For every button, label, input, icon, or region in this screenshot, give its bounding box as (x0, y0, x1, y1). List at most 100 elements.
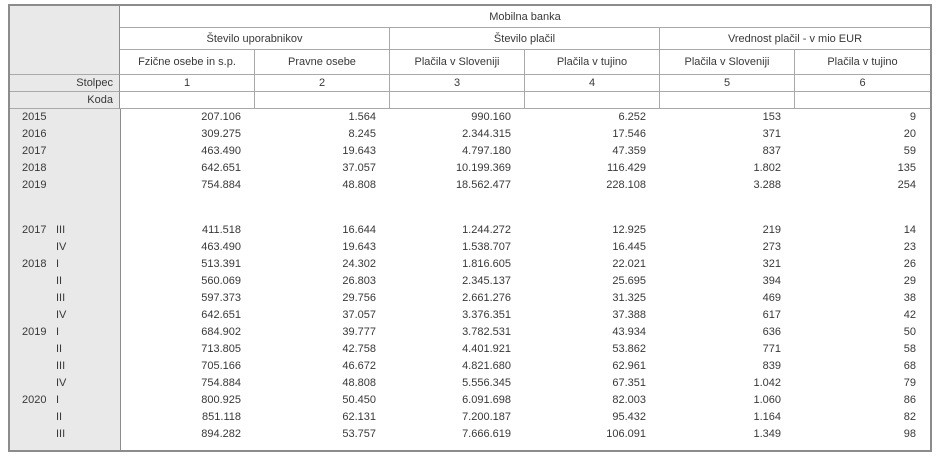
row-label: III (10, 358, 120, 375)
row-value-cell: 79 (903, 377, 916, 389)
table-row: 2020 I 800.925 50.450 6.091.698 82.003 1.060 86 (10, 392, 930, 409)
row-quarter: I (56, 394, 60, 406)
row-value-cell: 10.199.369 (455, 162, 511, 174)
table-row: 2018 642.651 37.057 10.199.369 116.429 1.802 1… (10, 160, 930, 177)
row-label: 2018 (10, 160, 120, 177)
row-value-cell: 153 (762, 111, 781, 123)
row-value-cell: 23 (903, 241, 916, 253)
row-value-cell: 463.490 (201, 145, 241, 157)
row-value-cell: 16.644 (342, 224, 376, 236)
row-value-cell: 62.961 (612, 360, 646, 372)
row-value-cell: 2.344.315 (462, 128, 511, 140)
row-year: 2019 (22, 326, 47, 338)
column-number-6: 6 (795, 75, 930, 92)
row-value-cell: 26.803 (342, 275, 376, 287)
row-value-cell: 2.661.276 (462, 292, 511, 304)
row-value-cell: 1.060 (753, 394, 781, 406)
row-value-cell: 617 (762, 309, 781, 321)
row-value-cell: 636 (762, 326, 781, 338)
row-value-cell: 7.666.619 (462, 428, 511, 440)
row-value-cell: 116.429 (607, 162, 646, 174)
row-quarter: I (56, 258, 60, 270)
row-quarter: II (56, 343, 63, 355)
stolpec-label: Stolpec (10, 75, 120, 92)
table-row: 2019 754.884 48.808 18.562.477 228.108 3.288 2… (10, 177, 930, 194)
row-value-cell: 58 (903, 343, 916, 355)
table-row: 2016 309.275 8.245 2.344.315 17.546 371 20 (10, 126, 930, 143)
row-value-cell: 3.782.531 (462, 326, 511, 338)
group-header-payment-count: Število plačil (390, 28, 660, 50)
koda-cell-3 (390, 92, 525, 109)
koda-cell-1 (120, 92, 255, 109)
row-value-cell: 3.376.351 (462, 309, 511, 321)
row-value-cell: 12.925 (612, 224, 646, 236)
row-value-cell: 37.388 (612, 309, 646, 321)
row-label: II (10, 341, 120, 358)
row-label: II (10, 273, 120, 290)
row-quarter: IV (56, 377, 67, 389)
row-year: 2017 (22, 224, 47, 236)
row-value-cell: 50.450 (342, 394, 376, 406)
row-value-cell: 37.057 (342, 309, 376, 321)
table-row: IV 642.651 37.057 3.376.351 37.388 617 42 (10, 307, 930, 324)
row-value-cell: 29.756 (342, 292, 376, 304)
row-value-cell: 207.106 (201, 111, 241, 123)
row-year: 2015 (22, 111, 47, 123)
group-header-users: Število uporabnikov (120, 28, 390, 50)
row-value-cell: 254 (897, 179, 916, 191)
row-value-cell: 273 (762, 241, 781, 253)
row-year: 2016 (22, 128, 47, 140)
row-value-cell: 851.118 (202, 411, 241, 423)
row-value-cell: 95.432 (612, 411, 646, 423)
row-value-cell: 1.042 (753, 377, 781, 389)
row-value-cell: 228.108 (606, 179, 646, 191)
row-value-cell: 800.925 (201, 394, 241, 406)
table-row: II 851.118 62.131 7.200.187 95.432 1.164 82 (10, 409, 930, 426)
row-label: IV (10, 239, 120, 256)
row-label: 2019 (10, 177, 120, 194)
row-value-cell: 18.562.477 (455, 179, 511, 191)
row-value-cell: 26 (903, 258, 916, 270)
row-value-cell (120, 194, 255, 222)
column-header-1: Fzične osebe in s.p. (120, 50, 255, 75)
row-label: III (10, 426, 120, 443)
row-value-cell: 53.862 (612, 343, 646, 355)
row-quarter: III (56, 292, 66, 304)
column-number-5: 5 (660, 75, 795, 92)
table-body: 2015 207.106 1.564 990.160 6.252 153 9 2016 309.… (10, 109, 930, 450)
koda-cell-5 (660, 92, 795, 109)
column-number-4: 4 (525, 75, 660, 92)
row-value-cell: 219 (762, 224, 781, 236)
koda-cell-2 (255, 92, 390, 109)
row-value-cell (255, 194, 390, 222)
row-value-cell: 106.091 (606, 428, 646, 440)
row-value-cell: 1.538.707 (462, 241, 511, 253)
row-quarter: I (56, 326, 60, 338)
row-label: IV (10, 375, 120, 392)
table-row: IV 754.884 48.808 5.556.345 67.351 1.042 79 (10, 375, 930, 392)
koda-label: Koda (10, 92, 120, 109)
row-value-cell: 82.003 (612, 394, 646, 406)
table-row: III 894.282 53.757 7.666.619 106.091 1.349 98 (10, 426, 930, 443)
koda-cell-6 (795, 92, 930, 109)
koda-cell-4 (525, 92, 660, 109)
row-value-cell: 31.325 (612, 292, 646, 304)
row-label (10, 194, 120, 222)
row-value-cell: 394 (762, 275, 781, 287)
row-label: IV (10, 307, 120, 324)
row-label: II (10, 409, 120, 426)
row-quarter: III (56, 360, 66, 372)
column-header-3: Plačila v Sloveniji (390, 50, 525, 75)
row-value-cell: 411.518 (202, 224, 241, 236)
table-row: IV 463.490 19.643 1.538.707 16.445 273 23 (10, 239, 930, 256)
row-quarter: II (56, 411, 63, 423)
row-value-cell: 705.166 (201, 360, 241, 372)
row-value-cell: 50 (903, 326, 916, 338)
row-value-cell: 16.445 (612, 241, 646, 253)
row-value-cell: 6.252 (618, 111, 646, 123)
row-year: 2018 (22, 162, 47, 174)
row-year: 2018 (22, 258, 47, 270)
row-quarter: II (56, 275, 63, 287)
row-value-cell: 837 (762, 145, 781, 157)
row-value-cell: 684.902 (201, 326, 241, 338)
